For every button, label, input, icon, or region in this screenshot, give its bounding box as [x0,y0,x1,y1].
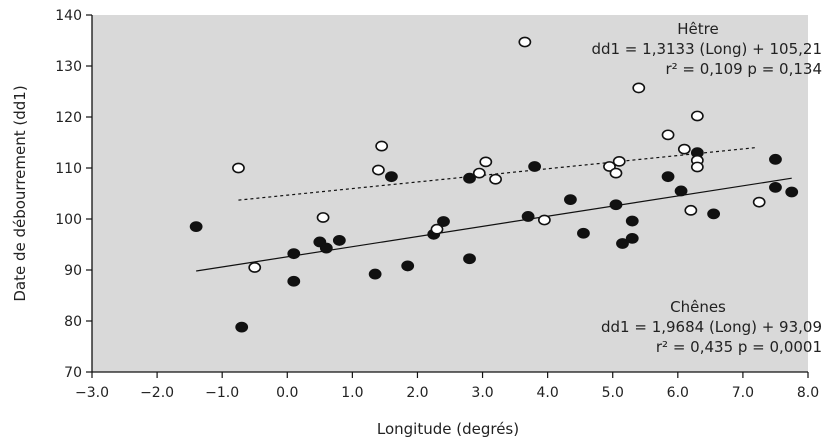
x-tick-label: 7.0 [732,385,754,401]
trendline-hetre [238,147,756,201]
y-axis-label: Date de débourrement (dd1) [11,85,29,301]
hetre-point [248,262,262,273]
chenes-point [625,215,639,227]
hetre-point [612,155,626,167]
chenes-annotation-title: Chênes [670,298,726,316]
hetre-point [472,167,486,179]
x-tick-label: −1.0 [205,385,239,401]
y-tick-label: 70 [64,365,82,381]
y-tick-label: 80 [64,314,82,330]
chenes-point [319,242,333,254]
chenes-point [189,221,203,233]
chenes-point [463,172,476,184]
hetre-point [609,167,623,179]
chenes-point [674,185,688,197]
chenes-point [368,268,382,280]
chenes-annotation-stat: r² = 0,435 p = 0,0001 [656,338,822,356]
chenes-annotation-stat: dd1 = 1,9684 (Long) + 93,09 [601,318,822,336]
chenes-point [616,238,629,249]
hetre-point [632,82,646,94]
x-tick-label: 3.0 [471,385,493,401]
x-tick-label: 4.0 [537,385,559,401]
y-tick-label: 140 [55,8,82,24]
chenes-point [287,248,301,260]
hetre-point [684,204,698,216]
x-axis-label: Longitude (degrés) [377,420,519,438]
hetre-point [375,140,389,152]
chenes-point [707,208,721,220]
chenes-point [463,253,476,265]
hetre-point [752,196,766,208]
chenes-point [287,275,301,287]
axes: −3.0 −2.0 −1.0 0.0 1.0 2.0 3.0 4.0 5.0 6.0 7.0 8.0 7… [55,8,819,401]
hetre-point [371,164,385,176]
chenes-point [769,181,782,193]
x-tick-label: 1.0 [341,385,363,401]
y-tick-label: 130 [55,59,82,75]
hetre-point [489,173,502,185]
chenes-point [521,211,535,222]
x-tick-label: −2.0 [140,385,174,401]
hetre-annotation-stat: r² = 0,109 p = 0,134 [665,60,822,78]
chenes-point [785,186,799,198]
chenes-point [661,171,675,183]
chenes-point [528,161,542,172]
x-tick-label: 6.0 [667,385,689,401]
y-tick-label: 120 [55,110,82,126]
y-tick-label: 110 [55,161,82,177]
x-tick-label: 5.0 [602,385,624,401]
chenes-point [332,235,346,246]
hetre-point [537,214,551,226]
chenes-point [564,194,577,206]
chenes-point [609,199,623,211]
hetre-point [316,212,330,223]
chenes-point [577,227,590,239]
x-tick-label: 8.0 [797,385,819,401]
chenes-point [437,216,450,227]
y-tick-label: 90 [64,263,82,279]
chenes-point [401,260,415,272]
x-tick-label: 0.0 [276,385,298,401]
x-tick-label: −3.0 [75,385,109,401]
plot-area [92,15,808,372]
hetre-point [690,110,704,122]
data-points [189,36,799,333]
hetre-point [479,156,493,168]
x-tick-label: 2.0 [406,385,428,401]
hetre-annotation-title: Hêtre [677,20,718,38]
chenes-point [385,171,398,183]
hetre-point [690,161,704,173]
chenes-point [769,153,782,165]
hetre-point [677,143,691,155]
chenes-point [235,321,249,333]
hetre-point [430,223,444,235]
hetre-point [661,129,675,141]
chenes-point [625,232,639,244]
annotations: Hêtre dd1 = 1,3133 (Long) + 105,21 r² = 0,… [591,20,822,356]
hetre-point [518,36,532,48]
hetre-annotation-stat: dd1 = 1,3133 (Long) + 105,21 [591,40,822,58]
hetre-point [232,162,245,174]
y-tick-label: 100 [55,212,82,228]
